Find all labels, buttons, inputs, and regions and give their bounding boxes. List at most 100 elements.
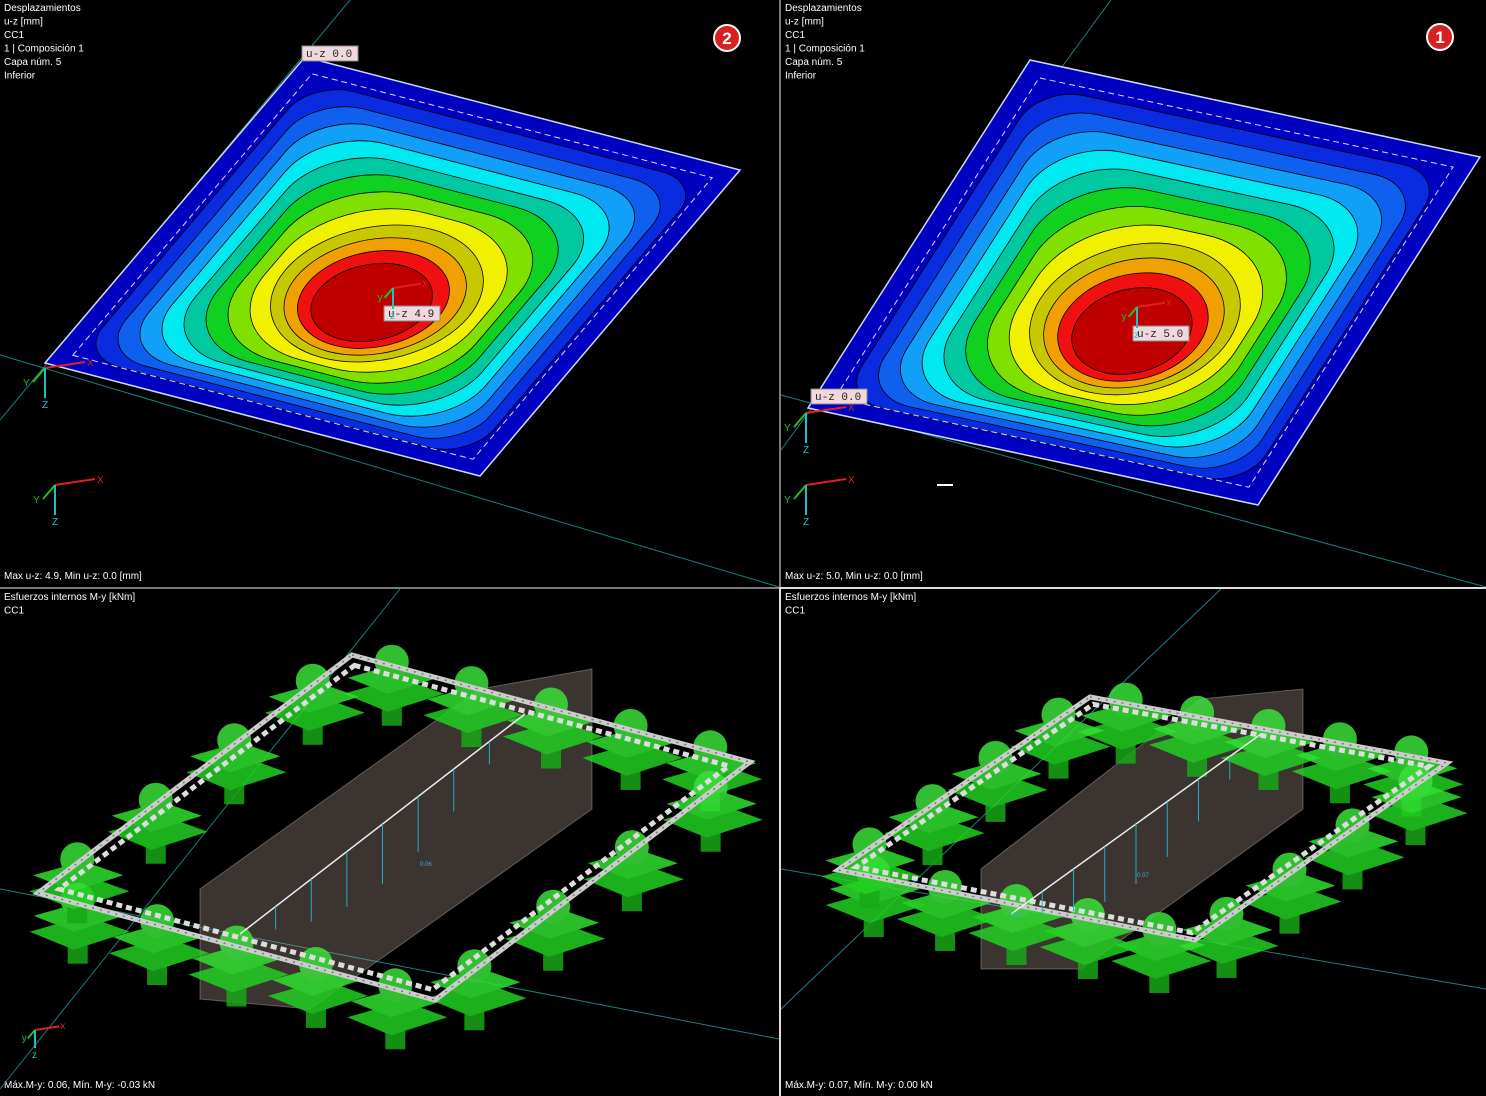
viewport: Desplazamientos u-z [mm] CC1 1 | Composició… [0, 0, 779, 587]
support-plate [1220, 742, 1321, 776]
support-plate [1304, 841, 1405, 876]
support-dashes [73, 74, 712, 459]
view-badge [1426, 23, 1454, 51]
frame-outer-dash [836, 696, 1449, 941]
support-plate [423, 699, 524, 734]
axis-y [27, 1029, 36, 1040]
support-plate [1111, 945, 1212, 979]
axis-y [793, 484, 807, 500]
support-plate [884, 817, 985, 852]
support [662, 770, 763, 852]
axis-triad: x yz [22, 1021, 65, 1061]
view-badge-text: 1 [1435, 28, 1444, 47]
support [1367, 764, 1468, 846]
axis-triad: X Y Z [33, 475, 104, 528]
axis-triad: X Y Z [23, 358, 94, 411]
support-plate [583, 863, 684, 898]
header-line: Inferior [4, 71, 36, 82]
header-line: 1 | Composición 1 [4, 44, 84, 55]
header-line: CC1 [4, 30, 24, 41]
axis-label: Z [803, 445, 809, 456]
frame-inner [849, 701, 1436, 936]
header-line: CC1 [4, 606, 24, 617]
axis-triad: x yz [1122, 298, 1172, 341]
viewport: Esfuerzos internos M-y [kNm] CC1 Máx.M-y: … [779, 587, 1486, 1096]
support-plate [968, 917, 1069, 951]
header-line: Capa núm. 5 [785, 57, 843, 68]
support [1291, 722, 1392, 804]
value-tag-text: u-z 4.9 [388, 309, 434, 321]
support-plate [1014, 716, 1105, 747]
support-plate [825, 846, 916, 877]
axis-label: Y [784, 423, 791, 434]
viewport: Desplazamientos u-z [mm] CC1 1 | Composició… [781, 0, 1486, 587]
value-tag [810, 388, 868, 405]
support-plate [1367, 797, 1468, 832]
support [107, 782, 208, 864]
axis-label: x [422, 279, 427, 290]
support-plate [897, 903, 998, 937]
axis-label: Y [23, 378, 30, 389]
axis-label: Y [33, 495, 40, 506]
support-plate [111, 801, 202, 832]
support-plate [1010, 730, 1111, 765]
axis-x [44, 361, 86, 369]
axis-x [34, 1025, 60, 1031]
guide-line [0, 354, 779, 587]
axis-label: X [848, 475, 855, 486]
support-plate [186, 756, 287, 791]
header-line: Esfuerzos internos M-y [kNm] [785, 592, 916, 603]
support-plate [347, 1001, 448, 1036]
support-plate [662, 803, 763, 838]
axis-x [1136, 301, 1166, 308]
support-plate [951, 759, 1042, 790]
support [968, 884, 1069, 965]
axis-label: Z [52, 517, 58, 528]
view-badge-text: 2 [722, 29, 731, 48]
support-plate [264, 696, 365, 731]
support [1220, 709, 1321, 790]
support-plate [1039, 931, 1140, 965]
header-line: Inferior [785, 71, 817, 82]
support-plate [343, 677, 444, 712]
support-plate [1291, 755, 1392, 790]
axis-label: Z [42, 400, 48, 411]
support-plate [29, 915, 130, 950]
support-ball [999, 884, 1034, 918]
axis-label: Y [784, 495, 791, 506]
support-plate [509, 908, 600, 939]
support-plate [888, 803, 979, 834]
support-plate [1178, 929, 1279, 964]
axis-y [383, 287, 394, 299]
axis-label: X [87, 358, 94, 369]
contour-plate [45, 57, 740, 476]
guide-line [0, 888, 779, 1040]
axis-label: z [32, 1050, 37, 1061]
support-plate [1245, 871, 1336, 902]
value-tag [1132, 325, 1190, 342]
axis-triad: x yz [378, 279, 428, 322]
support-plate [33, 861, 124, 892]
value-tag-text: u-z 5.0 [1137, 329, 1183, 341]
axis-y [42, 484, 56, 500]
axis-label: x [60, 1021, 65, 1032]
view-badge [713, 24, 741, 52]
header-line: Desplazamientos [785, 3, 862, 14]
value-tag [383, 305, 441, 322]
support-plate [503, 720, 603, 755]
support-plate [587, 849, 678, 880]
header-line: Capa núm. 5 [4, 57, 62, 68]
support-plate [666, 789, 757, 820]
support-plate [267, 979, 368, 1014]
moment-label: 0.07 [1137, 873, 1149, 879]
support-plate [426, 982, 527, 1017]
axis-x [805, 478, 847, 486]
header-line: u-z [mm] [4, 17, 43, 28]
value-tag [301, 45, 359, 62]
axis-label: Z [803, 517, 809, 528]
frame-outer [32, 652, 756, 1003]
support-plate [582, 741, 683, 776]
support-plate [109, 937, 210, 972]
axis-y [32, 367, 46, 383]
axis-label: X [97, 475, 104, 486]
